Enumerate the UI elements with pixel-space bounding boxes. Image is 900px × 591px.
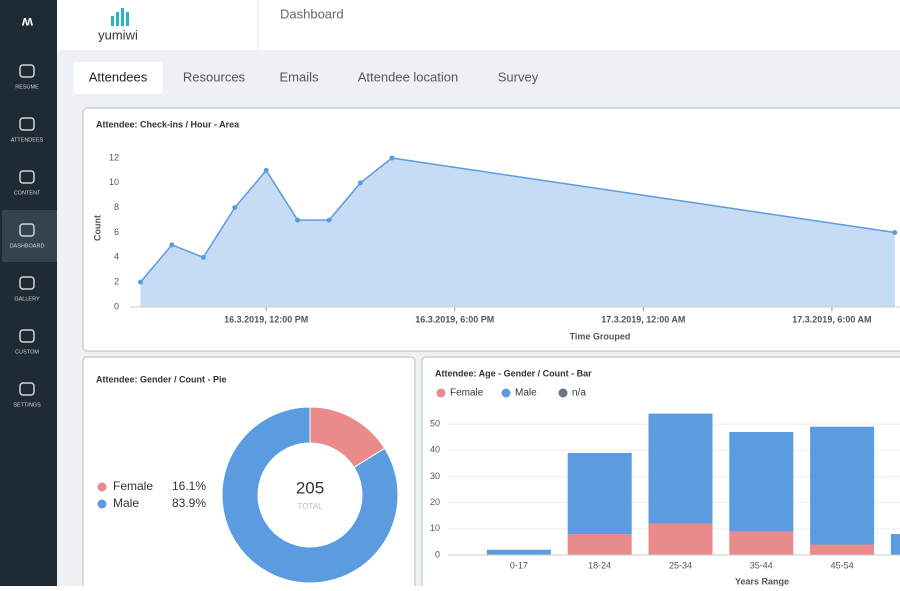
page-title: Dashboard <box>280 6 344 21</box>
area-card <box>82 107 900 352</box>
y-tick-label: 20 <box>430 497 440 507</box>
y-tick-label: 12 <box>109 152 119 162</box>
logo-text: yumiwi <box>98 27 138 42</box>
y-tick-label: 6 <box>114 227 119 237</box>
point <box>892 230 898 235</box>
sidebar-item[interactable]: DASHBOARD <box>10 243 45 249</box>
legend-label: Female <box>113 479 153 493</box>
x-tick-label: 35-44 <box>750 560 773 570</box>
chart-title: Attendee: Gender / Count - Pie <box>96 374 227 384</box>
sidebar-icon <box>19 329 35 343</box>
point <box>389 155 395 161</box>
x-axis-label: Years Range <box>735 576 789 586</box>
tab[interactable]: Attendee location <box>358 69 458 84</box>
tab-active <box>73 62 163 94</box>
y-tick-label: 0 <box>114 301 119 311</box>
tab[interactable]: Resources <box>183 69 246 84</box>
legend-swatch <box>436 388 446 398</box>
x-tick-label: 16.3.2019, 12:00 PM <box>224 314 308 324</box>
x-tick-label: 17.3.2019, 12:00 AM <box>601 314 685 324</box>
total-value: 205 <box>296 478 324 497</box>
point <box>169 242 175 248</box>
legend-label: n/a <box>572 388 586 399</box>
x-tick-label: 18-24 <box>588 560 611 570</box>
bar <box>567 452 632 535</box>
sidebar-icon <box>19 117 35 131</box>
chart-title: Attendee: Age - Gender / Count - Bar <box>435 368 592 378</box>
sidebar-icon <box>19 276 35 290</box>
legend-label: Male <box>515 388 537 399</box>
tab[interactable]: Emails <box>279 69 319 84</box>
point <box>263 167 269 173</box>
sidebar-icon <box>19 170 35 184</box>
x-axis-label: Time Grouped <box>570 331 631 341</box>
legend-swatch <box>501 388 511 398</box>
header <box>57 0 900 50</box>
logo-icon <box>111 8 129 26</box>
x-tick-label: 17.3.2019, 6:00 AM <box>792 314 871 324</box>
point <box>137 279 143 285</box>
sidebar-item[interactable]: ATTENDEES <box>11 137 44 143</box>
sidebar-icon <box>19 223 35 237</box>
bar <box>648 523 713 555</box>
bar <box>648 413 713 524</box>
sidebar-icon <box>19 64 35 78</box>
sidebar-item[interactable]: GALLERY <box>14 296 40 302</box>
tab[interactable]: Survey <box>498 69 539 84</box>
legend-label: Female <box>450 388 484 399</box>
legend-swatch <box>558 388 568 398</box>
bar <box>810 426 875 545</box>
bar <box>486 549 551 555</box>
total-caption: TOTAL <box>297 502 323 511</box>
y-tick-label: 10 <box>109 177 119 187</box>
brand-mark: ʍ <box>21 13 33 29</box>
x-tick-label: 25-34 <box>669 560 692 570</box>
y-tick-label: 4 <box>114 252 119 262</box>
sidebar-icon <box>19 382 35 396</box>
y-tick-label: 30 <box>430 471 440 481</box>
y-tick-label: 50 <box>430 418 440 428</box>
point <box>326 217 332 223</box>
y-tick-label: 8 <box>114 202 119 212</box>
point <box>232 205 238 211</box>
tab[interactable]: Attendees <box>89 69 148 84</box>
pie-slice <box>221 406 399 584</box>
x-tick-label: 45-54 <box>831 560 854 570</box>
y-tick-label: 2 <box>114 277 119 287</box>
legend-swatch <box>97 482 107 492</box>
point <box>357 180 363 186</box>
y-tick-label: 40 <box>430 445 440 455</box>
sidebar-item[interactable]: CUSTOM <box>15 349 39 355</box>
legend-value: 83.9% <box>172 496 206 510</box>
area-fill <box>140 158 895 307</box>
y-tick-label: 0 <box>435 549 440 559</box>
chart-title: Attendee: Check-ins / Hour - Area <box>96 119 240 129</box>
bar <box>729 531 794 555</box>
sidebar <box>0 0 57 586</box>
bar <box>729 431 794 532</box>
bar <box>890 534 900 555</box>
y-tick-label: 10 <box>430 523 440 533</box>
y-axis-label: Count <box>92 215 102 241</box>
bar <box>567 534 632 555</box>
x-tick-label: 0-17 <box>510 560 528 570</box>
legend-value: 16.1% <box>172 479 206 493</box>
sidebar-item[interactable]: SETTINGS <box>13 402 41 408</box>
legend-swatch <box>97 499 107 509</box>
point <box>295 217 301 223</box>
area-line <box>139 157 895 283</box>
sidebar-item[interactable]: RESUME <box>15 84 39 90</box>
x-tick-label: 16.3.2019, 6:00 PM <box>415 314 494 324</box>
sidebar-item[interactable]: CONTENT <box>14 190 41 196</box>
point <box>200 254 206 260</box>
legend-label: Male <box>113 496 139 510</box>
bar <box>810 544 875 555</box>
